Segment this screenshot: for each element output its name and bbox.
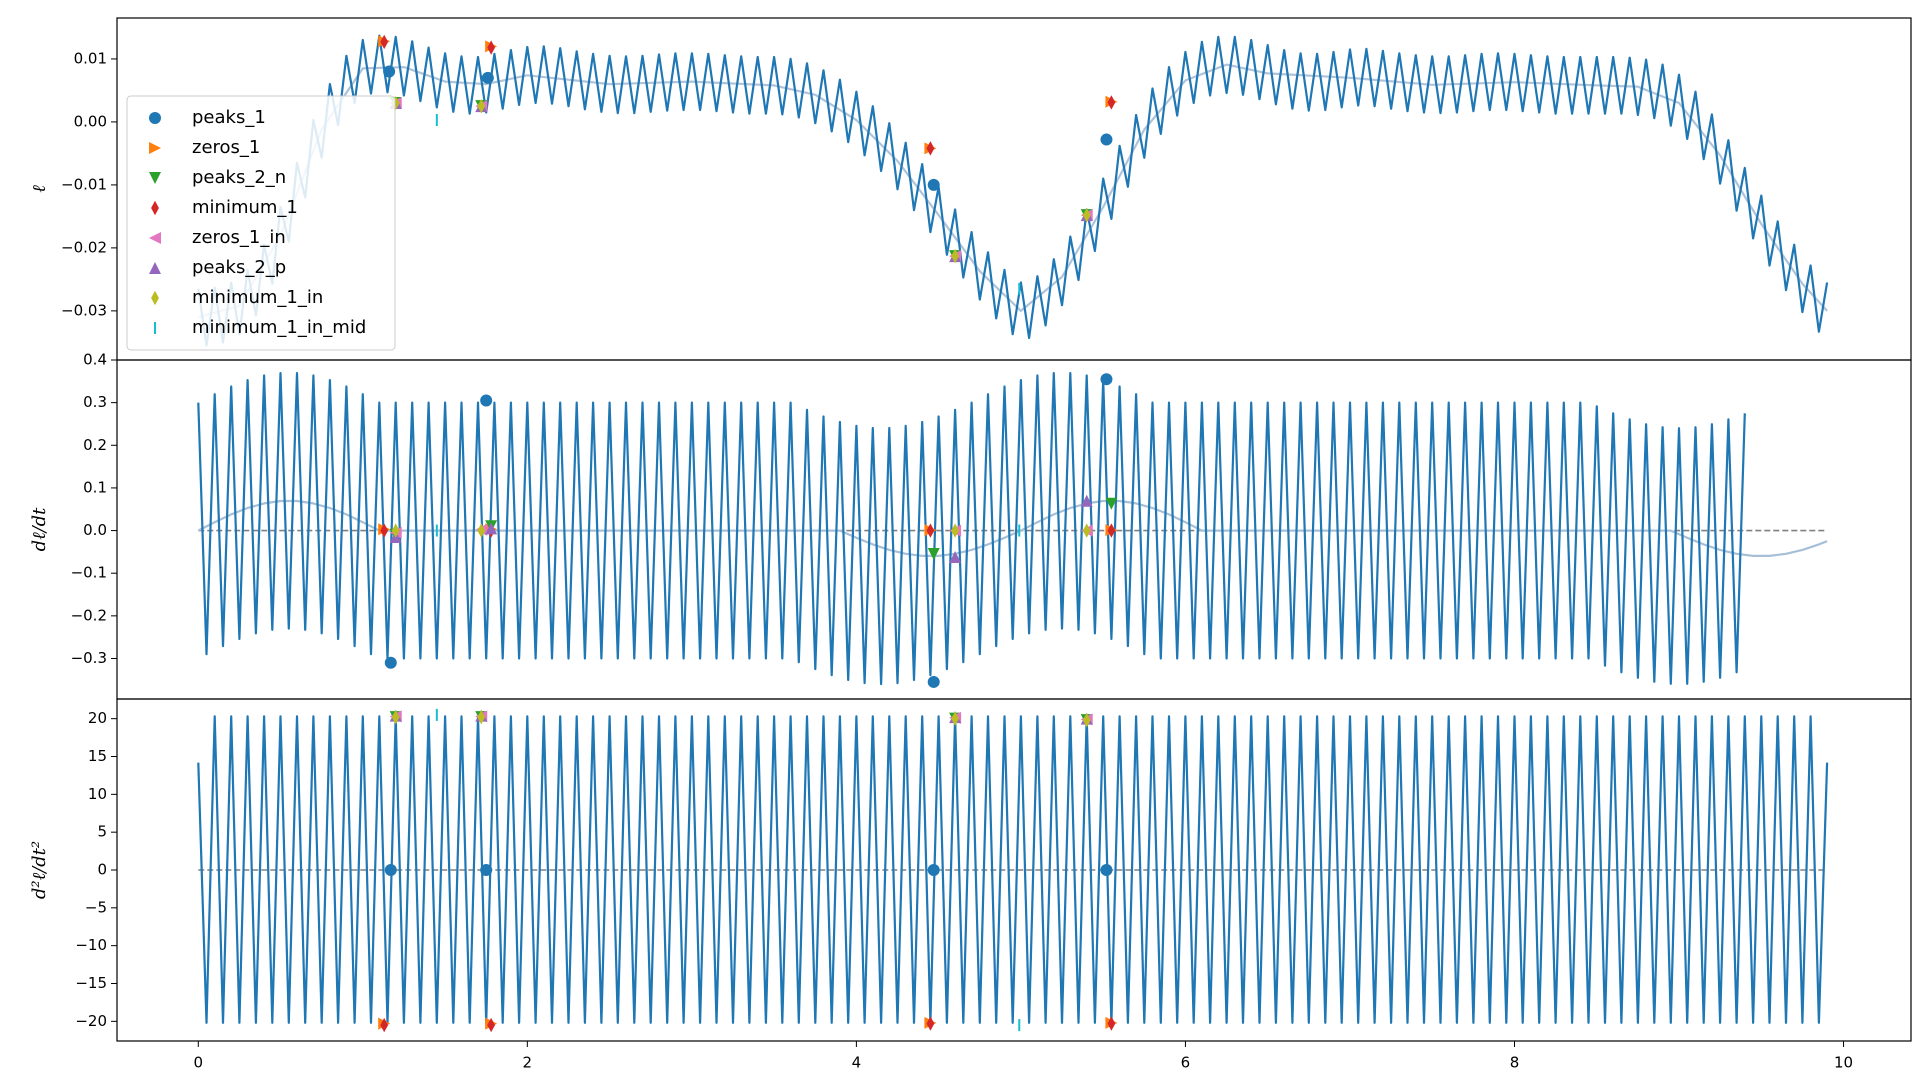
- axes-frame: [116, 698, 1912, 1042]
- marker: [477, 523, 486, 538]
- marker: [480, 394, 493, 407]
- marker: [384, 656, 397, 669]
- marker: [1105, 497, 1118, 510]
- marker: [1080, 494, 1093, 507]
- y-tick-label: 5: [97, 823, 107, 841]
- marker: [487, 40, 496, 55]
- legend-marker: [149, 262, 161, 274]
- y-tick-label: −15: [75, 974, 107, 992]
- signal-line: [197, 715, 1829, 1024]
- y-tick-label: 0.0: [83, 521, 107, 539]
- marker: [1082, 712, 1091, 728]
- marker: [951, 523, 959, 538]
- y-tick-label: 0.00: [74, 112, 107, 130]
- marker: [951, 248, 959, 264]
- y-tick-label: −5: [85, 898, 107, 916]
- panel: 0.010.00−0.01−0.02−0.03ℓpeaks_1zeros_1pe…: [29, 17, 1912, 361]
- y-tick-label: 20: [88, 709, 107, 727]
- legend-marker: [151, 200, 159, 216]
- panel: 0.4 0.3 0.2 0.1 0.0 −0.1 −0.2 −0.3 dℓ/dt: [29, 351, 1912, 700]
- marker: [481, 71, 494, 84]
- signal-line: [197, 499, 1828, 557]
- legend-marker: [151, 290, 159, 306]
- legend-label: minimum_1: [192, 197, 298, 218]
- y-tick-label: −0.02: [61, 238, 107, 256]
- marker: [477, 98, 486, 114]
- legend-label: peaks_1: [192, 107, 266, 128]
- x-tick-label: 4: [852, 1054, 862, 1072]
- signal-line: [197, 34, 1829, 347]
- y-tick-label: −20: [75, 1012, 107, 1030]
- marker: [1107, 1016, 1116, 1031]
- marker: [926, 1016, 935, 1031]
- marker: [391, 523, 400, 538]
- legend-marker: [149, 172, 161, 184]
- legend-label: minimum_1_in_mid: [192, 317, 366, 338]
- marker: [951, 711, 959, 726]
- marker: [384, 864, 397, 876]
- legend-label: minimum_1_in: [192, 287, 323, 308]
- lines: [197, 372, 1828, 686]
- legend-label: zeros_1: [192, 137, 260, 158]
- marker: [383, 65, 396, 78]
- y-tick-label: 0.4: [83, 351, 107, 369]
- x-tick-label: 2: [523, 1054, 533, 1072]
- signal-line: [197, 372, 1746, 686]
- lines: [197, 715, 1829, 1024]
- y-tick-label: −0.1: [71, 564, 107, 582]
- x-tick-label: 10: [1834, 1054, 1853, 1072]
- marker: [1082, 523, 1091, 538]
- marker: [949, 551, 962, 564]
- x-tick-label: 6: [1181, 1054, 1191, 1072]
- marker: [927, 675, 940, 688]
- y-axis-label: d²ℓ/dt²: [29, 841, 50, 899]
- legend-label: peaks_2_n: [192, 167, 286, 188]
- marker: [1082, 207, 1091, 223]
- marker: [1100, 133, 1113, 146]
- legend-label: zeros_1_in: [192, 227, 286, 248]
- y-tick-label: −0.3: [71, 649, 107, 667]
- legend-marker: [149, 232, 161, 244]
- y-tick-label: 0.2: [83, 436, 107, 454]
- legend-marker: [149, 112, 161, 124]
- marker: [927, 178, 940, 191]
- y-tick-label: −0.03: [61, 301, 107, 319]
- marker: [927, 864, 940, 876]
- marker: [485, 522, 498, 535]
- panel: 20 15 10 5 0 −5 −10 −15 −20 d²ℓ/dt² 0 2 4 6 8 10: [29, 698, 1912, 1072]
- legend: peaks_1 zeros_1 peaks_2_n minimum_1 zeros_1_…: [126, 95, 396, 351]
- legend-box: [126, 95, 396, 351]
- marker: [1100, 864, 1113, 876]
- marker: [391, 709, 400, 725]
- marker: [380, 523, 389, 538]
- marker: [380, 34, 389, 50]
- marker: [487, 1017, 496, 1033]
- marker: [1107, 95, 1116, 110]
- y-tick-label: 0.3: [83, 393, 107, 411]
- marker: [927, 548, 940, 561]
- y-tick-label: 0.1: [83, 478, 107, 496]
- x-tick-label: 0: [194, 1054, 204, 1072]
- y-axis-label: dℓ/dt: [29, 507, 50, 552]
- y-tick-label: 0.01: [74, 49, 107, 67]
- y-tick-label: −0.01: [61, 175, 107, 193]
- marker: [380, 1017, 389, 1033]
- y-tick-label: 10: [88, 785, 107, 803]
- x-tick-label: 8: [1510, 1054, 1520, 1072]
- y-axis-label: ℓ: [29, 185, 50, 193]
- marker: [926, 523, 935, 538]
- lines: [197, 34, 1829, 347]
- marker: [1107, 523, 1116, 538]
- y-tick-label: −0.2: [71, 606, 107, 624]
- marker: [480, 864, 493, 876]
- y-tick-label: 15: [88, 747, 107, 765]
- marker: [1100, 373, 1113, 386]
- y-tick-label: 0: [97, 861, 107, 879]
- y-tick-label: −10: [75, 936, 107, 954]
- legend-label: peaks_2_p: [192, 257, 286, 278]
- marker: [926, 141, 935, 156]
- legend-marker: [149, 142, 161, 154]
- marker: [477, 709, 486, 725]
